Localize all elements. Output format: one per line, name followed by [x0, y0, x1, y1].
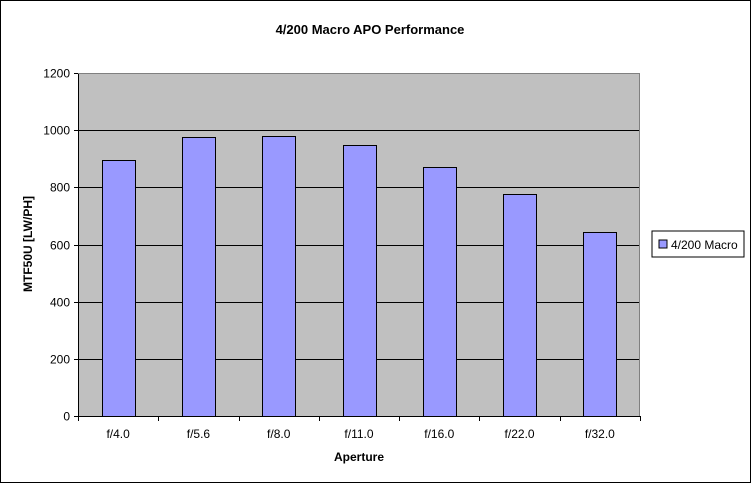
- chart-title: 4/200 Macro APO Performance: [276, 22, 465, 37]
- y-tick-label: 200: [50, 353, 70, 367]
- legend: 4/200 Macro: [651, 230, 745, 258]
- legend-swatch: [658, 239, 668, 249]
- y-axis: 0 200 400 600 800 1000 1200: [43, 67, 640, 424]
- x-tick-label: f/4.0: [106, 427, 130, 441]
- y-tick-label: 1000: [43, 124, 70, 138]
- x-tick-label: f/5.6: [187, 427, 211, 441]
- x-tick-label: f/32.0: [585, 427, 615, 441]
- bar-f-11-0: [343, 145, 377, 417]
- y-tick-label: 1200: [43, 67, 70, 81]
- bar-f-16-0: [423, 167, 457, 417]
- y-tick-label: 400: [50, 296, 70, 310]
- x-tick-label: f/22.0: [505, 427, 535, 441]
- bar-f-8-0: [262, 136, 296, 417]
- bar-f-5-6: [182, 137, 216, 417]
- bars: [102, 136, 617, 417]
- legend-label: 4/200 Macro: [671, 238, 738, 252]
- y-tick-label: 800: [50, 181, 70, 195]
- x-tick-label: f/16.0: [424, 427, 454, 441]
- x-axis-title: Aperture: [334, 450, 384, 464]
- x-tick-label: f/11.0: [344, 427, 373, 441]
- x-tick-label: f/8.0: [267, 427, 291, 441]
- bar-f-4-0: [102, 160, 136, 417]
- bar-f-32-0: [583, 232, 617, 417]
- y-axis-title: MTF50U [LW/PH]: [21, 196, 35, 292]
- y-tick-label: 600: [50, 239, 70, 253]
- x-axis: f/4.0 f/5.6 f/8.0 f/11.0 f/16.0 f/22.0 f/32.0: [78, 416, 641, 441]
- y-tick-label: 0: [63, 410, 70, 424]
- bar-f-22-0: [503, 194, 537, 417]
